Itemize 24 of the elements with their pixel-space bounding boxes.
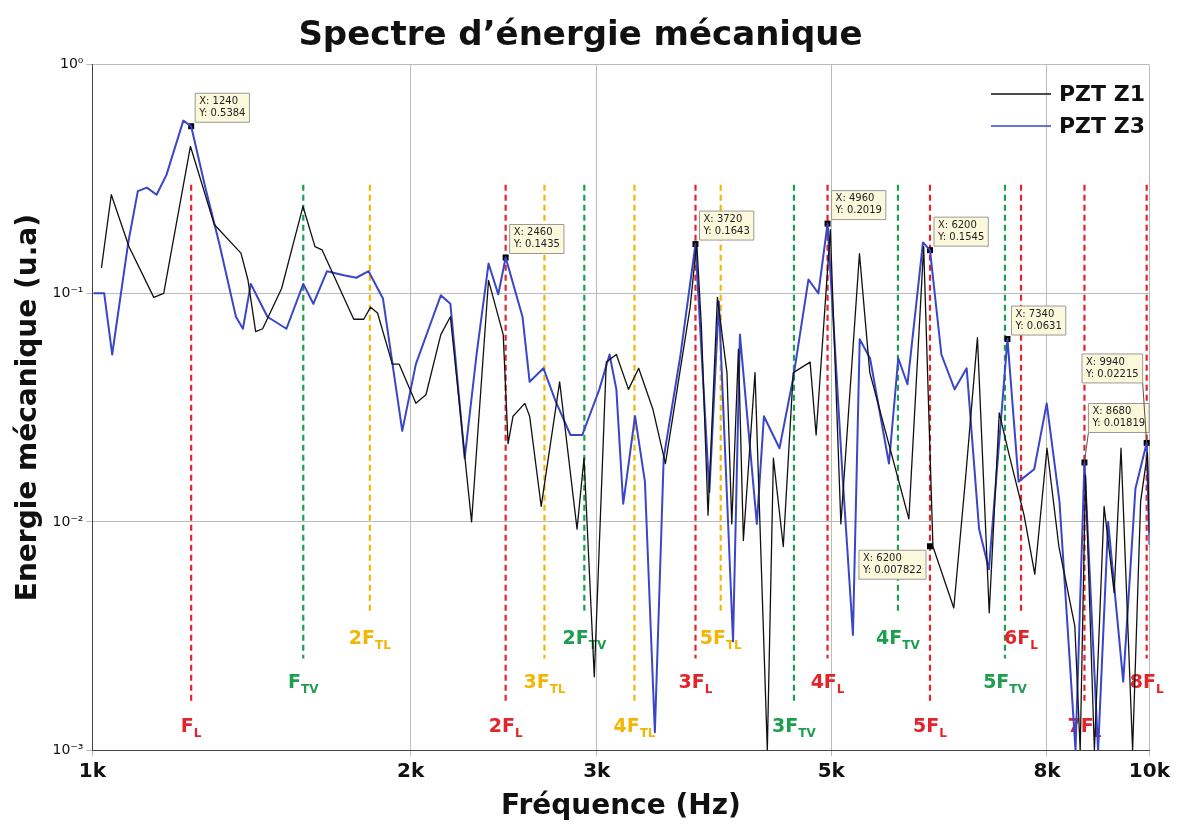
annotation: X: 9940 Y: 0.02215 — [1084, 355, 1139, 379]
y-tick-label: 10⁰ — [59, 55, 84, 72]
annotation: X: 1240 Y: 0.5384 — [198, 94, 246, 118]
x-tick-label: 8k — [1033, 757, 1062, 782]
legend-label: PZT Z1 — [1058, 80, 1145, 108]
x-tick-label: 2k — [397, 757, 425, 782]
annotation: X: 3720 Y: 0.1643 — [702, 212, 750, 236]
annotation: X: 8680 Y: 0.01819 — [1091, 405, 1146, 429]
x-tick-label: 10k — [1128, 757, 1171, 782]
y-tick-label: 10⁻² — [52, 512, 84, 529]
y-tick-label: 10⁻³ — [52, 741, 84, 758]
y-tick-label: 10⁻¹ — [52, 283, 84, 300]
x-tick-label: 5k — [817, 757, 846, 782]
chart-title: Spectre d’énergie mécanique — [298, 13, 863, 54]
legend-label: PZT Z3 — [1058, 112, 1145, 140]
annotation: X: 4960 Y: 0.2019 — [834, 192, 882, 216]
annotation: X: 6200 Y: 0.1545 — [936, 218, 985, 242]
y-axis-title: Energie mécanique (u.a) — [10, 214, 44, 602]
annotation: X: 7340 Y: 0.0631 — [1014, 307, 1062, 331]
annotation: X: 2460 Y: 0.1435 — [512, 226, 560, 250]
x-tick-label: 3k — [583, 757, 612, 782]
x-tick-label: 1k — [78, 757, 107, 782]
annotation: X: 6200 Y: 0.007822 — [861, 551, 922, 575]
x-axis-title: Fréquence (Hz) — [501, 788, 741, 822]
